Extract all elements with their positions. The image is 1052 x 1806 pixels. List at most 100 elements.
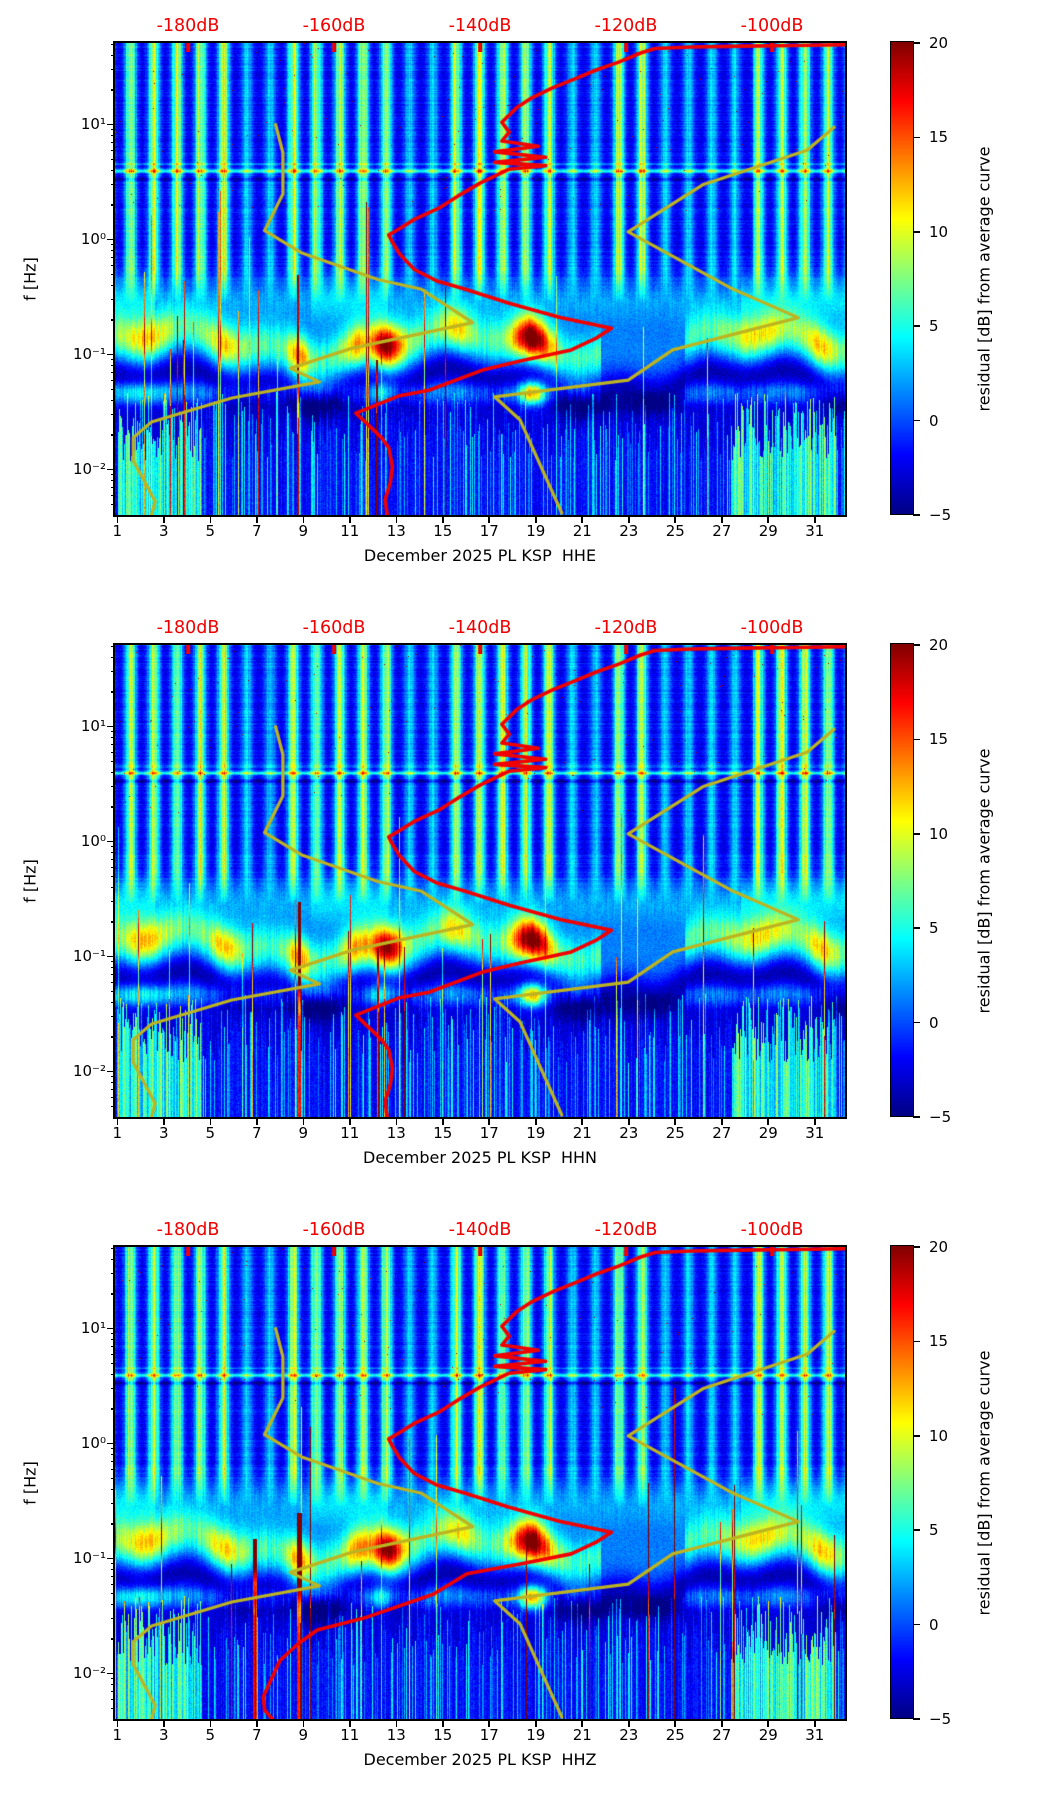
- y-minor-tick: [110, 1258, 115, 1260]
- colorbar-tick: [913, 42, 920, 44]
- top-db-tick: [332, 645, 336, 654]
- y-minor-tick: [110, 1408, 115, 1410]
- y-minor-tick: [110, 158, 115, 160]
- x-tick-label: 19: [526, 522, 546, 540]
- y-minor-tick: [110, 319, 115, 321]
- top-db-tick: [332, 43, 336, 52]
- x-tick-label: 13: [386, 522, 406, 540]
- y-minor-tick: [110, 414, 115, 416]
- y-tick-label: 10⁻¹: [72, 345, 106, 363]
- y-minor-tick: [110, 1707, 115, 1709]
- y-minor-tick: [110, 1273, 115, 1275]
- y-minor-tick: [110, 1333, 115, 1335]
- top-db-label: -140dB: [448, 16, 512, 36]
- x-axis-label: December 2025 PL KSP HHN: [362, 1148, 598, 1167]
- x-tick: [256, 1719, 258, 1727]
- x-tick: [767, 1719, 770, 1727]
- colorbar-tick: [913, 738, 920, 741]
- y-minor-tick: [110, 671, 115, 673]
- y-minor-tick: [110, 846, 115, 848]
- x-tick-label: 27: [712, 1726, 732, 1744]
- colorbar-tick-label: 15: [929, 730, 949, 749]
- x-tick-label: 7: [252, 522, 262, 540]
- x-tick-label: 5: [205, 522, 216, 540]
- x-tick: [163, 1719, 165, 1727]
- x-tick: [349, 1117, 351, 1125]
- x-tick-label: 29: [758, 1124, 778, 1142]
- colorbar-tick-label: −5: [929, 1108, 952, 1126]
- y-minor-tick: [110, 141, 115, 144]
- y-minor-tick: [110, 1001, 115, 1003]
- x-tick: [209, 1719, 212, 1727]
- x-tick: [209, 1117, 212, 1125]
- x-tick-label: 13: [386, 1124, 406, 1142]
- x-tick-label: 17: [479, 1726, 499, 1744]
- y-minor-tick: [110, 743, 115, 746]
- y-minor-tick: [110, 1076, 115, 1078]
- colorbar-tick-label: 5: [929, 1521, 939, 1540]
- y-tick-label: 10¹: [80, 1319, 106, 1337]
- y-tick-label: 10⁻²: [72, 1062, 106, 1080]
- y-minor-tick: [110, 379, 115, 381]
- y-minor-tick: [110, 1583, 115, 1585]
- top-db-tick: [770, 1247, 774, 1256]
- x-tick: [302, 1117, 305, 1125]
- y-minor-tick: [110, 1592, 115, 1594]
- y-tick-label: 10⁻¹: [72, 1549, 106, 1567]
- x-tick: [534, 515, 537, 523]
- y-minor-tick: [110, 645, 115, 647]
- y-minor-tick: [110, 169, 115, 171]
- x-tick-label: 11: [340, 522, 360, 540]
- x-axis-label: December 2025 PL KSP HHE: [363, 546, 597, 565]
- y-minor-tick: [110, 1088, 115, 1091]
- top-db-label: -100dB: [740, 16, 804, 36]
- y-minor-tick: [110, 921, 115, 923]
- y-axis-label: f [Hz]: [20, 859, 40, 903]
- colorbar-tick-label: −5: [929, 506, 952, 524]
- y-minor-tick: [110, 244, 115, 246]
- top-db-tick: [186, 645, 190, 654]
- x-tick: [767, 1117, 770, 1125]
- y-tick-label: 10⁰: [80, 1434, 106, 1452]
- y-minor-tick: [110, 1618, 115, 1620]
- colorbar-tick: [913, 644, 920, 646]
- y-minor-tick: [110, 1684, 115, 1686]
- x-tick: [627, 515, 630, 523]
- colorbar-tick-label: −5: [929, 1710, 952, 1728]
- top-db-tick: [770, 43, 774, 52]
- y-minor-tick: [110, 69, 115, 71]
- x-tick: [442, 1719, 444, 1727]
- x-tick-label: 9: [298, 1124, 309, 1142]
- y-minor-tick: [110, 388, 115, 390]
- colorbar-tick-label: 10: [929, 1426, 949, 1445]
- y-minor-tick: [110, 250, 115, 252]
- y-minor-tick: [110, 1603, 115, 1605]
- x-tick: [674, 1117, 677, 1125]
- x-tick: [395, 515, 398, 523]
- y-minor-tick: [110, 858, 115, 861]
- colorbar-tick-label: 0: [929, 1013, 939, 1032]
- y-minor-tick: [110, 760, 115, 762]
- x-tick: [163, 1117, 165, 1125]
- spectrogram-canvas-hhe: [115, 43, 845, 515]
- y-minor-tick: [110, 1373, 115, 1375]
- x-tick-label: 11: [340, 1124, 360, 1142]
- x-tick: [256, 515, 258, 523]
- y-minor-tick: [110, 852, 115, 854]
- y-tick: [107, 1442, 115, 1445]
- y-tick: [107, 1070, 115, 1073]
- y-minor-tick: [110, 434, 115, 436]
- x-tick-label: 25: [665, 1726, 685, 1744]
- top-db-label: -160dB: [302, 1220, 366, 1240]
- x-tick: [674, 1719, 677, 1727]
- y-minor-tick: [110, 54, 115, 56]
- y-tick: [107, 353, 115, 356]
- x-tick: [302, 515, 305, 523]
- y-minor-tick: [110, 1523, 115, 1525]
- y-minor-tick: [110, 135, 115, 137]
- colorbar: [890, 643, 914, 1117]
- colorbar-tick: [913, 419, 920, 422]
